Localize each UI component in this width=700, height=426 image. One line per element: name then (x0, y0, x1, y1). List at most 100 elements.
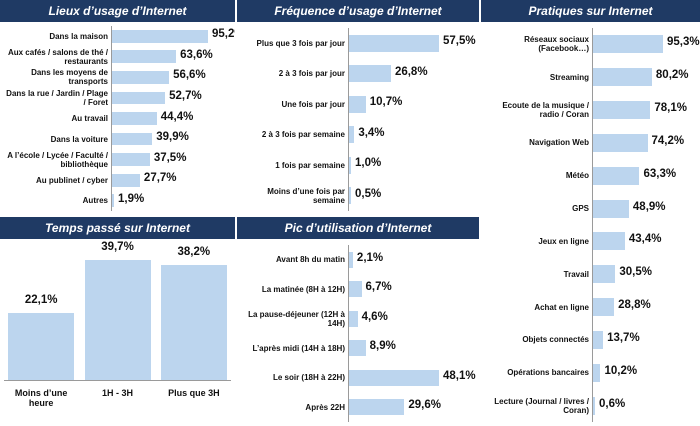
bar (349, 251, 353, 268)
bar (593, 265, 616, 284)
data-label: 63,6% (180, 48, 213, 61)
bar (593, 68, 652, 87)
data-label: 74,2% (651, 134, 685, 147)
bar (112, 173, 140, 187)
category-label: Au publinet / cyber (35, 175, 108, 185)
y-axis-line (348, 245, 349, 422)
data-label: 8,9% (369, 340, 396, 353)
data-label: 6,7% (365, 281, 392, 294)
y-axis-line (592, 28, 593, 422)
bar (593, 396, 595, 415)
bar (112, 153, 150, 166)
data-label: 48,1% (443, 369, 476, 382)
bar (593, 101, 651, 120)
chart-title: Fréquence d’usage d’Internet (237, 0, 479, 22)
bar (112, 29, 208, 43)
bar (8, 313, 75, 380)
category-label: 2 à 3 fois par semaine (261, 130, 345, 140)
data-label: 2,1% (356, 251, 384, 264)
category-label: 1H - 3H (101, 388, 133, 398)
category-label: Dans la voiture (50, 134, 108, 144)
category-label: Streaming (549, 72, 589, 82)
chart-title: Lieux d’usage d’Internet (0, 0, 235, 22)
category-label: Dans la rue / Jardin / Plage / Foret (6, 88, 108, 107)
category-label: Avant 8h du matin (275, 255, 345, 265)
bar (593, 363, 601, 382)
data-label: 63,3% (643, 167, 677, 180)
bar (349, 187, 351, 205)
category-label: L’après midi (14H à 18H) (252, 343, 345, 353)
category-label: La matinée (8H à 12H) (261, 284, 345, 294)
x-axis-line (4, 380, 231, 381)
category-label: Opérations bancaires (507, 368, 589, 378)
bar (349, 340, 366, 357)
category-label: Achat en ligne (534, 302, 589, 312)
category-label: Dans les moyens de transports (31, 68, 108, 87)
category-label: Ecoute de la musique / radio / Coran (502, 101, 589, 120)
chart-title: Pic d’utilisation d’Internet (237, 217, 479, 239)
data-label: 44,4% (160, 110, 194, 123)
bar (160, 264, 227, 380)
chart-plot-frequence: Plus que 3 fois par jour 57,5% 2 à 3 fois … (237, 22, 479, 215)
data-label: 1,0% (355, 157, 382, 170)
bar (112, 194, 114, 208)
data-label: 10,7% (369, 96, 403, 109)
data-label: 0,6% (599, 397, 626, 410)
bar (593, 166, 640, 185)
data-label: 37,5% (153, 151, 187, 164)
data-label: 48,9% (632, 200, 666, 213)
data-label: 26,8% (394, 65, 428, 78)
bar (349, 399, 405, 416)
category-label: Moins d’une heure (14, 388, 68, 408)
data-label: 27,7% (143, 172, 177, 185)
data-label: 28,8% (618, 299, 651, 312)
category-label: Météo (565, 171, 589, 181)
bar (349, 65, 391, 83)
data-label: 13,7% (607, 331, 640, 344)
data-label: 22,1% (24, 294, 58, 307)
data-label: 80,2% (655, 69, 689, 82)
data-label: 30,5% (619, 266, 652, 279)
data-label: 95,3% (667, 36, 700, 49)
category-label: La pause-déjeuner (12H à 14H) (248, 309, 345, 328)
bar (349, 310, 358, 327)
data-label: 3,4% (358, 126, 385, 139)
bar (349, 34, 439, 52)
data-label: 39,9% (156, 131, 189, 144)
chart-plot-pic: Avant 8h du matin 2,1% La matinée (8H à 12… (237, 239, 479, 426)
category-label: Navigation Web (529, 138, 589, 148)
chart-plot-pratiques: Réseaux sociaux (Facebook…) 95,3% Streamin… (481, 22, 700, 426)
bar (349, 126, 355, 144)
bar (349, 369, 439, 386)
category-label: 1 fois par semaine (275, 160, 345, 170)
category-label: Une fois par jour (281, 99, 345, 109)
category-label: Réseaux sociaux (Facebook…) (524, 35, 589, 54)
chart-plot-lieux: Dans la maison 95,2% Aux cafés / salons de… (0, 22, 235, 215)
data-label: 0,5% (355, 187, 382, 200)
category-label: Plus que 3H (168, 388, 220, 398)
bar (593, 330, 604, 349)
panel-lieux-usage: Lieux d’usage d’Internet Dans la maison 9… (0, 0, 235, 215)
y-axis-line (348, 28, 349, 211)
category-label: Plus que 3 fois par jour (256, 38, 345, 48)
category-label: Travail (563, 269, 589, 279)
data-label: 10,2% (604, 364, 638, 377)
bar (593, 133, 648, 152)
bar (349, 95, 366, 113)
bar (593, 298, 615, 317)
data-label: 95,2% (212, 28, 235, 41)
bar (112, 132, 153, 146)
data-label: 29,6% (408, 399, 441, 412)
data-label: 38,2% (177, 245, 211, 258)
category-label: Objets connectés (522, 335, 589, 345)
data-label: 57,5% (443, 35, 476, 48)
panel-pic-utilisation: Pic d’utilisation d’Internet Avant 8h du… (237, 217, 479, 426)
category-label: Autres (82, 196, 108, 206)
category-label: Lecture (Journal / livres / Coran) (494, 396, 589, 415)
bar (349, 281, 362, 298)
data-label: 1,9% (118, 192, 145, 205)
panel-frequence-usage: Fréquence d’usage d’Internet Plus que 3 … (237, 0, 479, 215)
bar (593, 35, 663, 54)
category-label: Jeux en ligne (538, 236, 589, 246)
category-label: Après 22H (305, 402, 345, 412)
